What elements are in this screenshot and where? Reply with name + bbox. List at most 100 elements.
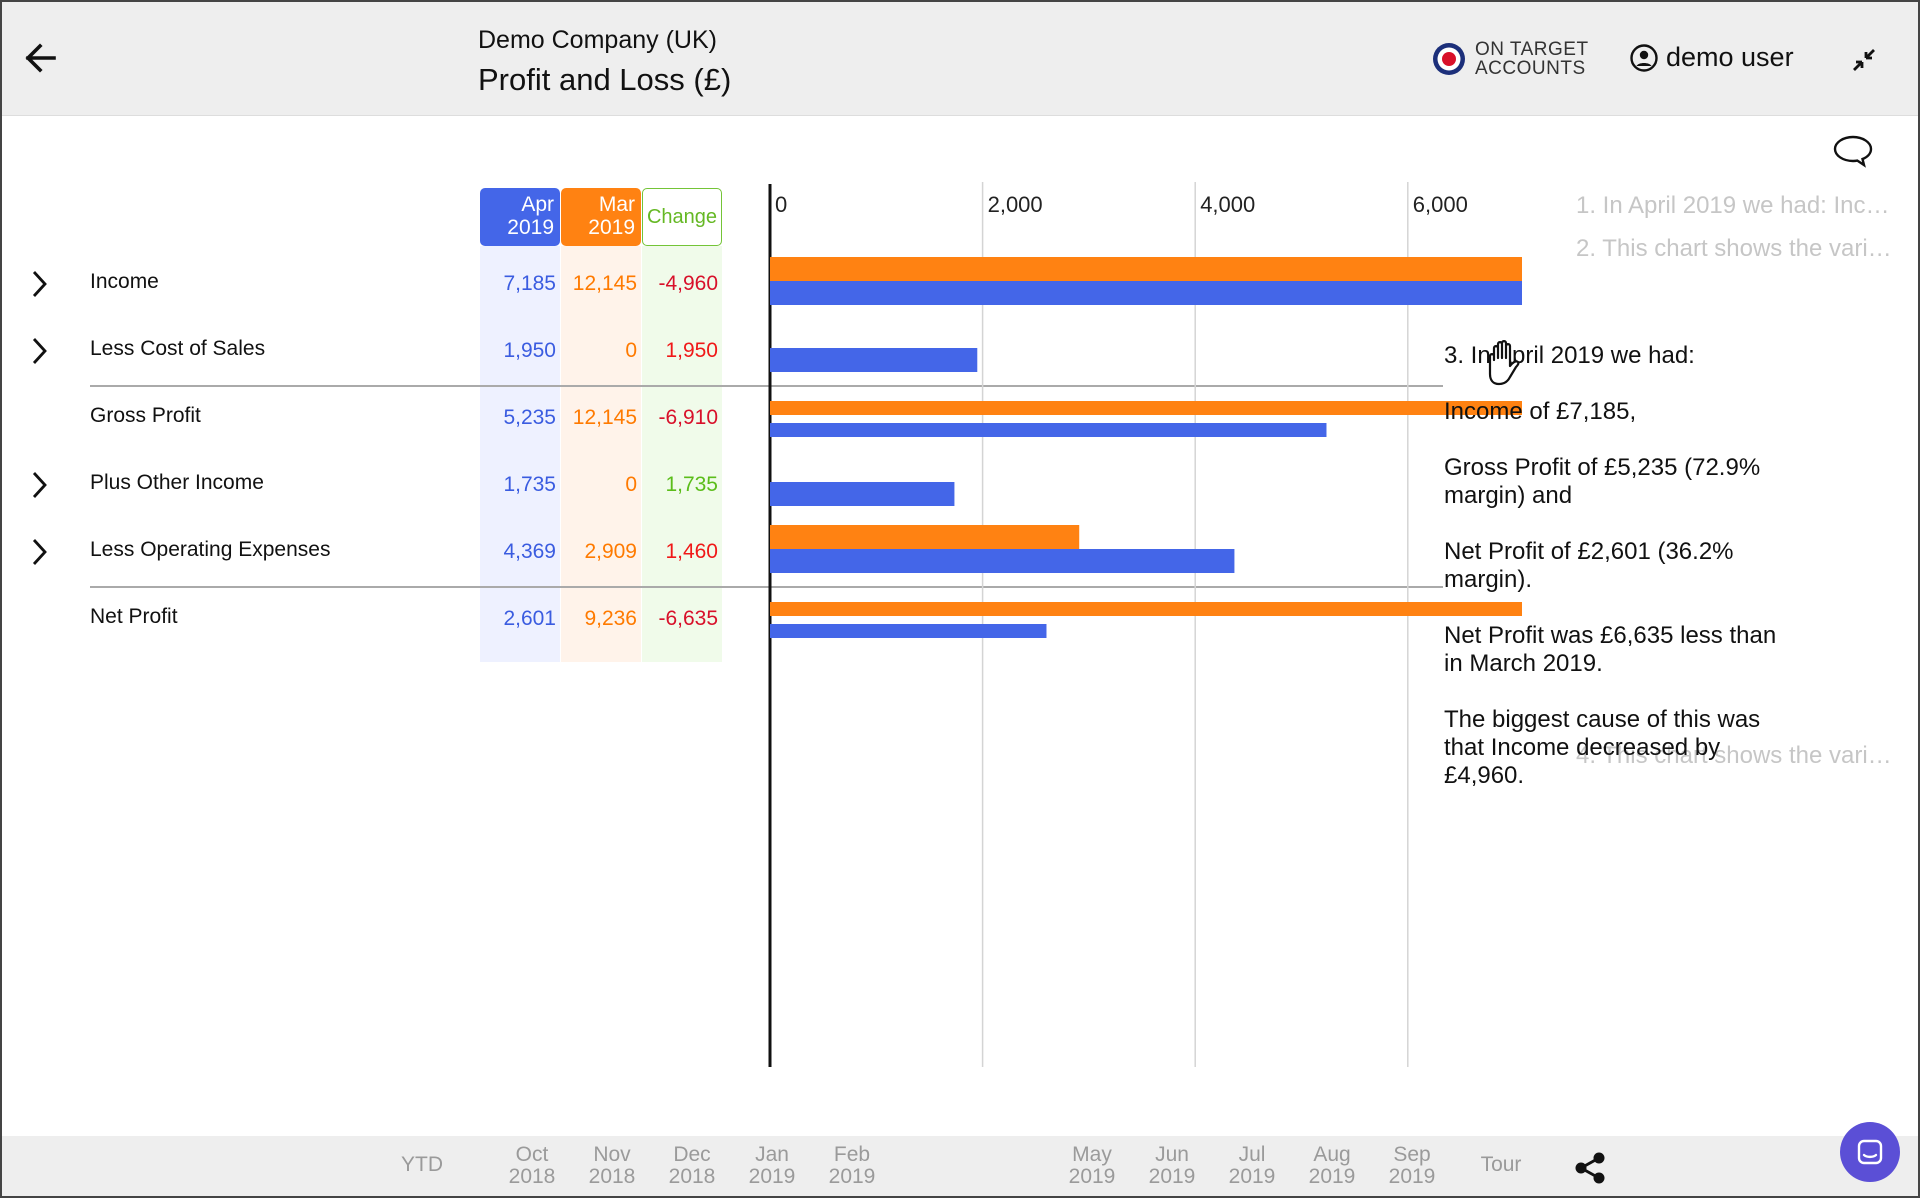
timeline-period[interactable]: Jan 2019 bbox=[737, 1144, 807, 1188]
bar-mar-2019 bbox=[770, 525, 1080, 549]
timeline-month: Feb bbox=[833, 1143, 871, 1166]
row-value-change: 1,735 bbox=[665, 473, 718, 496]
row-label: Less Operating Expenses bbox=[90, 538, 331, 561]
pl-row-cost-of-sales[interactable]: Less Cost of Sales 1,950 0 1,950 bbox=[2, 331, 732, 371]
bar-apr-2019 bbox=[770, 281, 1522, 305]
timeline-year: 2018 bbox=[508, 1165, 556, 1188]
chevron-right-icon[interactable] bbox=[24, 334, 54, 368]
timeline-year: 2018 bbox=[668, 1165, 716, 1188]
timeline-month: May bbox=[1072, 1143, 1112, 1166]
row-value-previous: 2,909 bbox=[584, 540, 637, 563]
timeline-month: Nov bbox=[593, 1143, 631, 1166]
bar-mar-2019 bbox=[770, 401, 1522, 415]
column-header-previous[interactable]: Mar 2019 bbox=[561, 188, 641, 246]
share-icon[interactable] bbox=[1572, 1150, 1608, 1186]
row-value-current: 5,235 bbox=[503, 406, 556, 429]
pl-row-gross-profit: Gross Profit 5,235 12,145 -6,910 bbox=[2, 398, 732, 438]
timeline-month: Dec bbox=[673, 1143, 711, 1166]
chat-icon bbox=[1857, 1139, 1883, 1165]
timeline-ytd[interactable]: YTD bbox=[401, 1153, 443, 1176]
timeline-period[interactable]: Nov 2018 bbox=[577, 1144, 647, 1188]
pl-row-other-income[interactable]: Plus Other Income 1,735 0 1,735 bbox=[2, 465, 732, 505]
timeline-period[interactable]: Aug 2019 bbox=[1297, 1144, 1367, 1188]
column-header-current-month: Apr bbox=[521, 193, 554, 216]
tour-button[interactable]: Tour bbox=[1480, 1153, 1522, 1176]
narrative-comparison: Net Profit was £6,635 less than in March… bbox=[1444, 622, 1777, 677]
bar-mar-2019 bbox=[770, 602, 1522, 616]
pl-row-net-profit: Net Profit 2,601 9,236 -6,635 bbox=[2, 599, 732, 639]
row-value-current: 1,735 bbox=[503, 473, 556, 496]
user-name: demo user bbox=[1666, 42, 1794, 72]
row-value-previous: 12,145 bbox=[572, 406, 637, 429]
timeline-month: Oct bbox=[515, 1143, 549, 1166]
chevron-right-icon[interactable] bbox=[24, 468, 54, 502]
x-tick-label: 2,000 bbox=[988, 192, 1043, 217]
brand-line-1: ON TARGET bbox=[1475, 39, 1589, 60]
speech-bubble-icon[interactable] bbox=[1832, 132, 1874, 170]
brand-line-2: ACCOUNTS bbox=[1475, 58, 1586, 79]
row-value-current: 7,185 bbox=[503, 272, 556, 295]
row-value-change: 1,950 bbox=[665, 339, 718, 362]
x-tick-label: 4,000 bbox=[1200, 192, 1255, 217]
row-value-current: 4,369 bbox=[503, 540, 556, 563]
chevron-right-icon[interactable] bbox=[24, 535, 54, 569]
bar-apr-2019 bbox=[770, 482, 955, 506]
column-header-change[interactable]: Change bbox=[642, 188, 722, 246]
column-header-current[interactable]: Apr 2019 bbox=[480, 188, 560, 246]
timeline-bar: YTD Oct 2018 Nov 2018 Dec 2018 Jan 2019 Feb 2… bbox=[2, 1136, 1918, 1196]
chevron-right-icon[interactable] bbox=[24, 267, 54, 301]
narrative-net-profit: Net Profit of £2,601 (36.2% margin). bbox=[1444, 538, 1734, 593]
narrative-step-2[interactable]: 2. This chart shows the vari… bbox=[1576, 235, 1892, 262]
timeline-month: Jun bbox=[1155, 1143, 1189, 1166]
company-name: Demo Company (UK) bbox=[478, 26, 717, 54]
arrow-left-icon[interactable] bbox=[20, 38, 60, 78]
timeline-period[interactable]: Oct 2018 bbox=[497, 1144, 567, 1188]
timeline-period[interactable]: Feb 2019 bbox=[817, 1144, 887, 1188]
row-value-previous: 0 bbox=[625, 473, 637, 496]
bar-apr-2019 bbox=[770, 348, 978, 372]
target-logo-icon bbox=[1433, 43, 1465, 75]
row-label: Less Cost of Sales bbox=[90, 337, 266, 360]
timeline-period[interactable]: May 2019 bbox=[1057, 1144, 1127, 1188]
narrative-gross-profit: Gross Profit of £5,235 (72.9% margin) an… bbox=[1444, 454, 1761, 509]
timeline-period[interactable]: Sep 2019 bbox=[1377, 1144, 1447, 1188]
timeline-year: 2019 bbox=[828, 1165, 876, 1188]
top-bar: Demo Company (UK) Profit and Loss (£) ON… bbox=[2, 2, 1918, 116]
bar-apr-2019 bbox=[770, 549, 1235, 573]
column-band-change bbox=[642, 246, 722, 662]
pl-row-income[interactable]: Income 7,185 12,145 -4,960 bbox=[2, 264, 732, 304]
row-value-change: 1,460 bbox=[665, 540, 718, 563]
row-value-previous: 9,236 bbox=[584, 607, 637, 630]
fullscreen-exit-icon[interactable] bbox=[1848, 44, 1880, 76]
subtotal-divider bbox=[90, 385, 1443, 387]
column-band-previous bbox=[561, 246, 641, 662]
timeline-year: 2018 bbox=[588, 1165, 636, 1188]
chat-launcher-button[interactable] bbox=[1840, 1122, 1900, 1182]
account-circle-icon bbox=[1630, 43, 1658, 72]
row-value-change: -6,910 bbox=[658, 406, 718, 429]
narrative-income: Income of £7,185, bbox=[1444, 398, 1637, 425]
column-band-current bbox=[480, 246, 560, 662]
timeline-year: 2019 bbox=[1308, 1165, 1356, 1188]
timeline-month: Aug bbox=[1313, 1143, 1351, 1166]
timeline-month: Sep bbox=[1393, 1143, 1431, 1166]
pl-row-operating-expenses[interactable]: Less Operating Expenses 4,369 2,909 1,46… bbox=[2, 532, 732, 572]
timeline-year: 2019 bbox=[1388, 1165, 1436, 1188]
timeline-period[interactable]: Dec 2018 bbox=[657, 1144, 727, 1188]
narrative-heading: 3. In April 2019 we had: bbox=[1444, 342, 1695, 369]
narrative-step-1[interactable]: 1. In April 2019 we had: Inc… bbox=[1576, 192, 1890, 219]
timeline-period[interactable]: Jul 2019 bbox=[1217, 1144, 1287, 1188]
x-tick-label: 0 bbox=[775, 192, 787, 217]
column-header-previous-year: 2019 bbox=[588, 216, 635, 239]
row-label: Income bbox=[90, 270, 159, 293]
narrative-cause: The biggest cause of this was that Incom… bbox=[1444, 706, 1761, 789]
timeline-year: 2019 bbox=[1068, 1165, 1116, 1188]
user-menu[interactable]: demo user bbox=[1630, 42, 1794, 73]
row-value-previous: 12,145 bbox=[572, 272, 637, 295]
timeline-month: Jul bbox=[1238, 1143, 1266, 1166]
timeline-year: 2019 bbox=[1228, 1165, 1276, 1188]
timeline-period[interactable]: Jun 2019 bbox=[1137, 1144, 1207, 1188]
row-value-current: 2,601 bbox=[503, 607, 556, 630]
